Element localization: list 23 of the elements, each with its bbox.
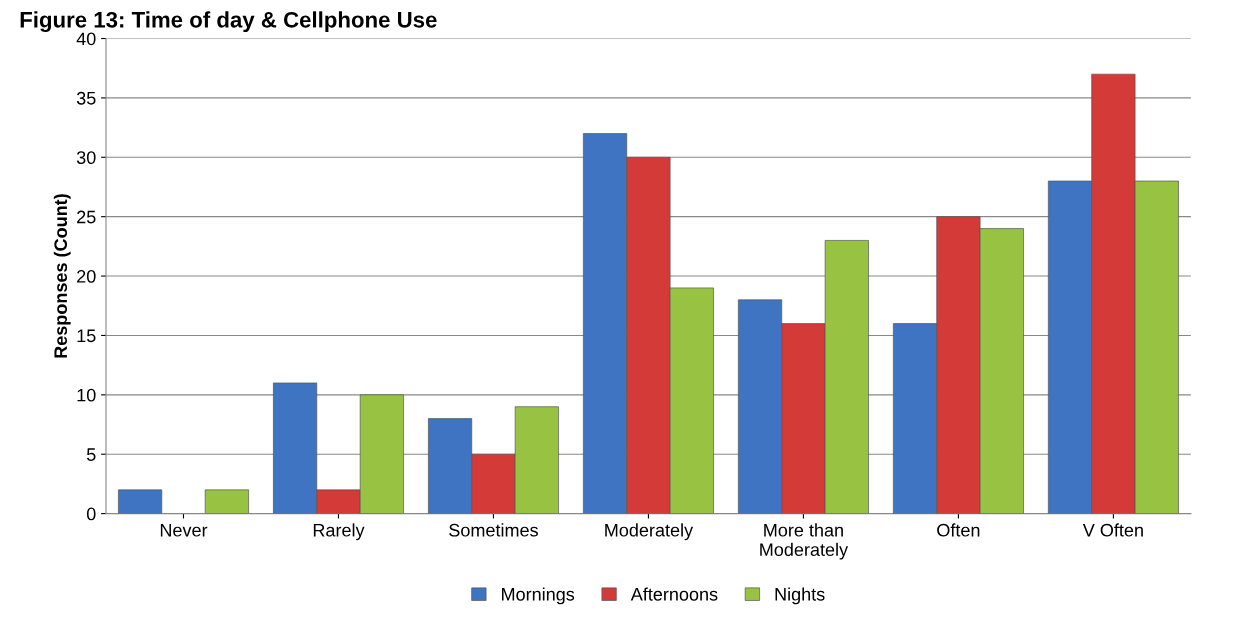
chart-title: Figure 13: Time of day & Cellphone Use [20, 11, 437, 33]
x-tick-label: Often [937, 523, 980, 537]
y-tick-label: 40 [76, 32, 96, 46]
y-tick-label: 0 [86, 507, 96, 521]
y-tick-label: 25 [77, 210, 96, 224]
x-tick-label: Rarely [313, 523, 365, 541]
y-tick-label: 20 [77, 269, 96, 283]
y-tick-label: 10 [77, 388, 96, 402]
x-tick-label: Never [160, 523, 208, 537]
x-tick-label: V Often [1082, 523, 1143, 537]
y-tick-label: 5 [86, 448, 96, 461]
x-tick-label: Moderately [605, 523, 694, 541]
legend-label: Afternoons [630, 587, 718, 601]
x-tick-label: Sometimes [449, 523, 538, 537]
y-tick-label: 30 [76, 151, 96, 165]
bar [118, 489, 163, 514]
y-tick-label: 15 [77, 329, 96, 343]
legend-label: Nights [775, 587, 825, 605]
y-tick-label: 35 [76, 91, 96, 105]
bar [204, 489, 249, 514]
legend-label: Mornings [502, 587, 575, 605]
y-axis-title: Responses (Count) [53, 194, 71, 358]
x-tick-label: More than Moderately [760, 523, 849, 560]
